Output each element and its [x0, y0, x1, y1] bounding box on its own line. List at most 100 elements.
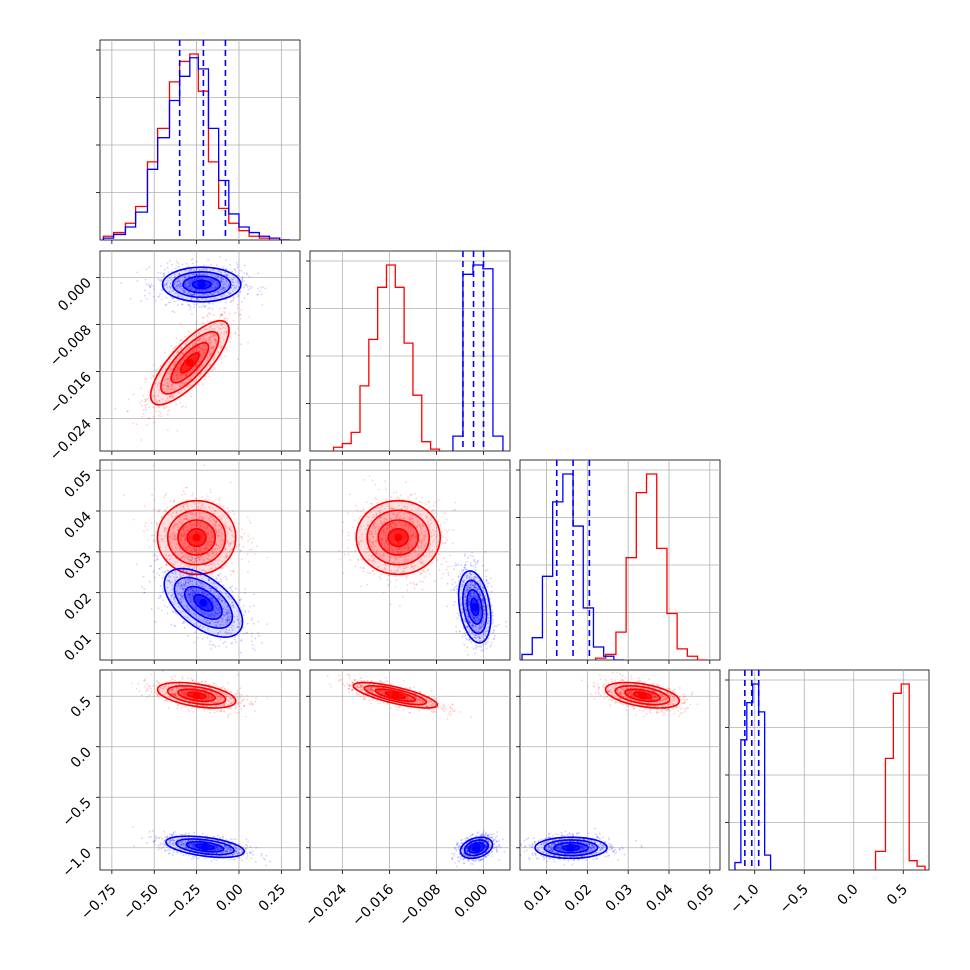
scatter-point	[388, 525, 391, 527]
scatter-point	[176, 366, 179, 369]
scatter-point	[346, 512, 349, 515]
scatter-point	[179, 339, 182, 342]
scatter-point	[217, 559, 220, 562]
scatter-point	[207, 578, 210, 581]
scatter-point	[259, 290, 261, 293]
scatter-point	[199, 290, 202, 293]
scatter-point	[236, 626, 239, 629]
scatter-point	[207, 531, 210, 534]
scatter-point	[193, 561, 196, 563]
scatter-point	[259, 286, 262, 289]
scatter-point	[347, 531, 350, 534]
scatter-point	[203, 551, 206, 553]
scatter-point	[216, 350, 219, 353]
scatter-point	[422, 563, 425, 566]
scatter-point	[176, 506, 178, 509]
scatter-point	[243, 284, 246, 286]
scatter-point	[426, 522, 429, 525]
scatter-point	[494, 635, 496, 637]
scatter-point	[473, 586, 476, 588]
scatter-point	[158, 595, 161, 598]
scatter-point	[207, 628, 210, 631]
scatter-point	[190, 395, 193, 398]
scatter-point	[180, 585, 183, 587]
scatter-point	[177, 583, 180, 585]
scatter-point	[379, 511, 382, 514]
scatter-point	[203, 305, 206, 308]
scatter-point	[240, 598, 243, 600]
scatter-point	[230, 598, 233, 601]
scatter-point	[454, 601, 456, 603]
scatter-panel-2-0	[96, 459, 301, 664]
scatter-point	[160, 609, 163, 612]
scatter-point	[207, 352, 210, 355]
scatter-point	[244, 588, 247, 590]
scatter-point	[201, 316, 204, 319]
scatter-point	[185, 355, 187, 358]
scatter-point	[196, 277, 199, 280]
scatter-point	[372, 535, 375, 538]
scatter-point	[194, 288, 197, 291]
scatter-point	[356, 509, 359, 512]
scatter-point	[177, 284, 180, 287]
scatter-point	[185, 517, 188, 520]
scatter-point	[217, 276, 219, 279]
scatter-point	[174, 571, 177, 574]
scatter-point	[209, 320, 212, 323]
scatter-point	[157, 405, 160, 408]
scatter-point	[218, 540, 221, 543]
scatter-point	[206, 622, 209, 624]
scatter-point	[214, 610, 216, 613]
scatter-point	[214, 612, 217, 615]
scatter-point	[215, 282, 218, 285]
scatter-point	[472, 565, 475, 568]
scatter-point	[205, 621, 207, 624]
scatter-point	[400, 550, 403, 553]
scatter-point	[170, 282, 172, 285]
scatter-point	[409, 582, 411, 585]
scatter-point	[474, 616, 477, 618]
scatter-point	[180, 389, 183, 392]
scatter-point	[192, 344, 194, 347]
scatter-point	[207, 320, 209, 323]
scatter-point	[160, 538, 163, 540]
scatter-point	[192, 516, 195, 519]
scatter-point	[233, 620, 235, 623]
scatter-point	[385, 488, 387, 491]
scatter-point	[220, 527, 222, 530]
scatter-point	[222, 286, 224, 288]
scatter-point	[407, 496, 410, 499]
scatter-point	[226, 331, 228, 334]
scatter-point	[433, 538, 436, 541]
scatter-point	[348, 493, 351, 496]
scatter-point	[368, 475, 371, 478]
scatter-point	[205, 546, 207, 549]
scatter-point	[248, 275, 250, 278]
scatter-point	[182, 381, 185, 383]
scatter-point	[165, 492, 168, 495]
scatter-point	[199, 525, 202, 528]
scatter-point	[412, 567, 415, 570]
scatter-point	[403, 547, 406, 550]
scatter-point	[180, 374, 182, 377]
scatter-point	[189, 284, 192, 287]
scatter-point	[217, 515, 220, 518]
scatter-point	[197, 346, 200, 349]
scatter-point	[188, 593, 191, 596]
scatter-point	[225, 301, 228, 304]
scatter-point	[371, 563, 374, 566]
scatter-point	[409, 527, 411, 529]
scatter-point	[391, 551, 394, 554]
scatter-point	[182, 591, 185, 593]
scatter-point	[232, 540, 235, 542]
scatter-point	[208, 302, 211, 305]
scatter-point	[221, 515, 224, 517]
scatter-point	[212, 314, 215, 317]
scatter-point	[451, 578, 454, 581]
scatter-point	[385, 542, 388, 544]
scatter-point	[173, 380, 175, 382]
scatter-point	[261, 304, 264, 306]
scatter-point	[242, 626, 245, 629]
scatter-point	[249, 605, 252, 608]
scatter-point	[201, 591, 204, 594]
